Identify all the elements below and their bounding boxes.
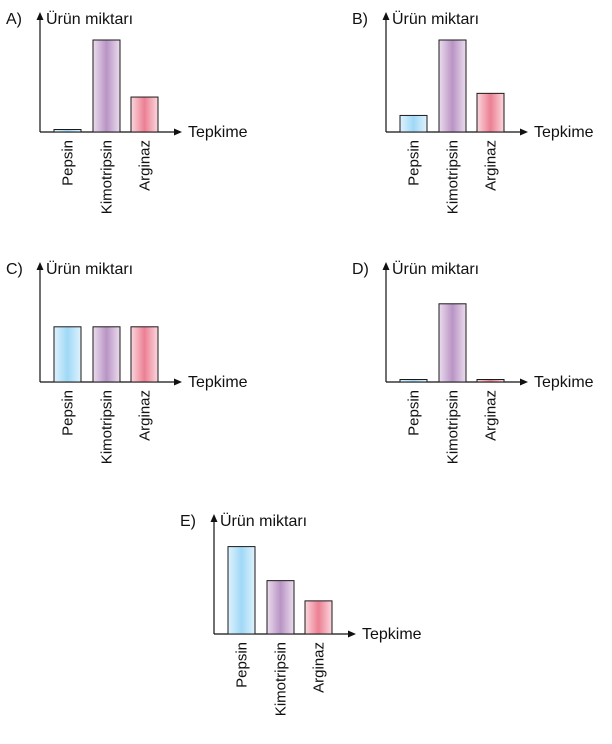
y-axis-label: Ürün miktarı [392,10,479,28]
chart-option-3: C) Ürün miktarı Tepkime Pepsin Kimotripsin Ar… [6,260,248,464]
category-label: Arginaz [483,390,500,441]
category-label: Arginaz [137,390,154,441]
x-axis-arrow-icon [520,128,528,136]
option-letter: C) [6,261,23,278]
bar-arginaz [476,92,505,133]
y-axis-arrow-icon [382,262,390,270]
bar-arginaz [476,379,505,383]
y-axis-arrow-icon [36,12,44,20]
x-axis-arrow-icon [520,378,528,386]
bar-pepsin [53,129,82,133]
x-axis-label: Tepkime [362,626,422,643]
x-axis-label: Tepkime [534,374,594,391]
category-label: Arginaz [483,140,500,191]
chart-option-1: A) Ürün miktarı Tepkime Pepsin Kimotripsin Ar… [6,10,248,214]
y-axis-arrow-icon [382,12,390,20]
bar-arginaz [304,600,333,635]
category-label: Kimotripsin [99,390,116,464]
option-letter: A) [6,11,22,28]
option-letter: D) [352,261,369,278]
category-label: Pepsin [60,140,77,186]
y-axis-label: Ürün miktarı [220,512,307,530]
y-axis-arrow-icon [210,514,218,522]
bar-kimotripsin [92,39,121,133]
chart-option-4: D) Ürün miktarı Tepkime Pepsin Kimotripsin Ar… [352,260,594,464]
bar-arginaz [130,326,159,383]
bar-kimotripsin [92,326,121,383]
x-axis-label: Tepkime [534,124,594,141]
bar-arginaz [130,96,159,133]
category-label: Kimotripsin [273,642,290,716]
bar-pepsin [227,546,256,635]
x-axis-arrow-icon [348,630,356,638]
x-axis-arrow-icon [174,378,182,386]
category-label: Pepsin [406,140,423,186]
category-label: Pepsin [60,390,77,436]
category-label: Kimotripsin [99,140,116,214]
bar-pepsin [399,379,428,383]
category-label: Pepsin [234,642,251,688]
bar-kimotripsin [438,39,467,133]
category-label: Kimotripsin [445,390,462,464]
y-axis-label: Ürün miktarı [392,260,479,278]
option-letter: B) [352,11,368,28]
y-axis-label: Ürün miktarı [46,260,133,278]
category-label: Kimotripsin [445,140,462,214]
option-letter: E) [180,513,196,530]
category-label: Arginaz [137,140,154,191]
y-axis-label: Ürün miktarı [46,10,133,28]
y-axis-arrow-icon [36,262,44,270]
category-label: Arginaz [311,642,328,693]
bar-kimotripsin [438,303,467,383]
x-axis-label: Tepkime [188,124,248,141]
chart-option-5: E) Ürün miktarı Tepkime Pepsin Kimotripsin Ar… [180,512,422,716]
bar-kimotripsin [266,580,295,635]
category-label: Pepsin [406,390,423,436]
chart-option-2: B) Ürün miktarı Tepkime Pepsin Kimotripsin Ar… [352,10,594,214]
x-axis-label: Tepkime [188,374,248,391]
bar-pepsin [53,326,82,383]
x-axis-arrow-icon [174,128,182,136]
bar-pepsin [399,114,428,133]
